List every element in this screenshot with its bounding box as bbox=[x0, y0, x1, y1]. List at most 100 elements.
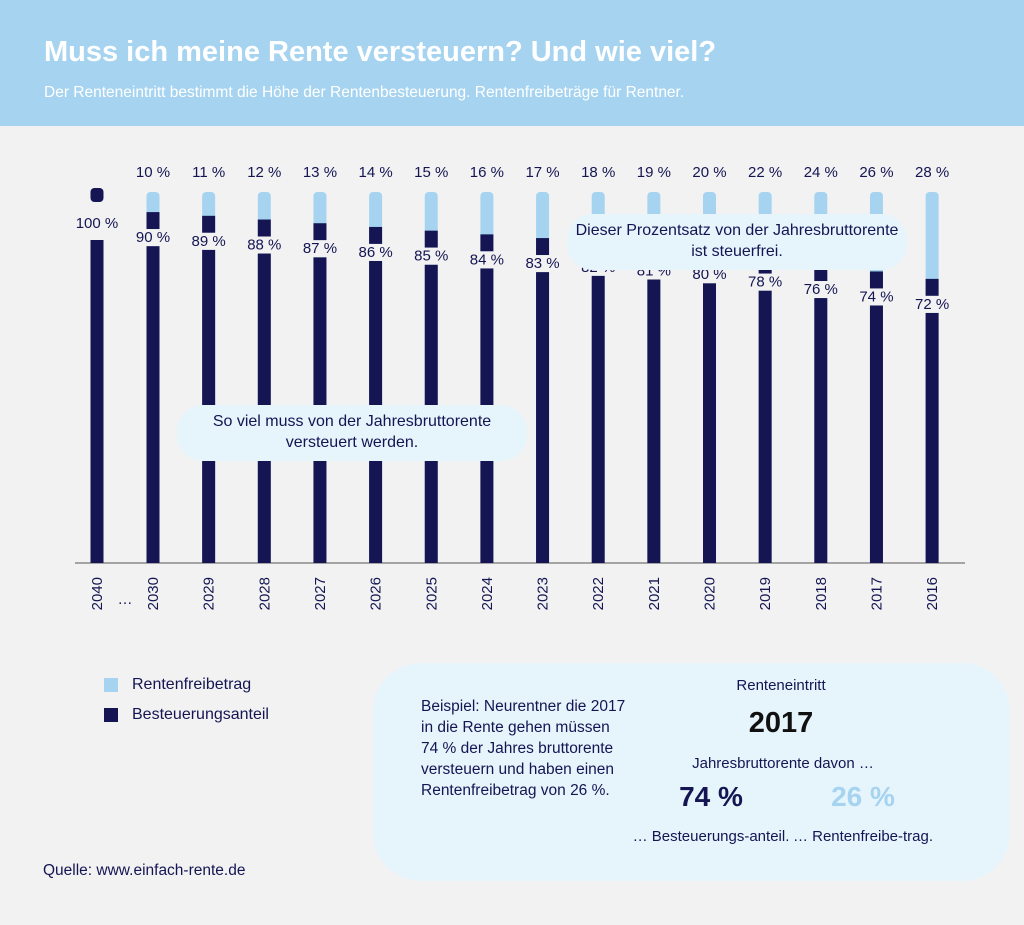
bar-label-gap-2025 bbox=[423, 247, 439, 265]
tick-label-2016: 2016 bbox=[924, 577, 941, 610]
bar-besteuerung-2030 bbox=[146, 246, 160, 563]
bar-besteuerung-2017 bbox=[869, 305, 883, 563]
tax-caption: … Besteuerungs-anteil. bbox=[632, 828, 790, 845]
example-panel: Beispiel: Neurentner die 2017 in die Ren… bbox=[373, 663, 1010, 881]
label-besteuerung-2028: 88 % bbox=[247, 237, 281, 254]
bar-label-gap-2020 bbox=[702, 266, 717, 284]
bar-marker-2027 bbox=[313, 223, 327, 241]
label-freibetrag-2025: 15 % bbox=[414, 164, 448, 181]
tick-label-2029: 2029 bbox=[201, 577, 218, 610]
bar-label-gap-2026 bbox=[368, 243, 384, 261]
legend-label-besteuerung: Besteuerungsanteil bbox=[132, 706, 269, 723]
legend-swatch-freibetrag bbox=[104, 678, 118, 692]
bar-label-gap-2017 bbox=[868, 288, 884, 306]
bar-marker-2023 bbox=[536, 238, 550, 256]
bar-marker-2024 bbox=[480, 234, 494, 252]
bar-label-gap-2028 bbox=[256, 236, 272, 254]
callout-besteuerung-text: So viel muss von der Jahresbruttorente v… bbox=[212, 413, 492, 451]
label-freibetrag-2020: 20 % bbox=[692, 164, 726, 181]
bar-marker-2029 bbox=[202, 215, 216, 233]
bar-besteuerung-2022 bbox=[591, 275, 605, 563]
tick-label-2022: 2022 bbox=[590, 577, 607, 610]
label-freibetrag-2018: 24 % bbox=[804, 164, 838, 181]
tick-label-2030: 2030 bbox=[145, 577, 162, 610]
free-percent: 26 % bbox=[831, 781, 895, 812]
bar-label-gap-2024 bbox=[479, 251, 495, 269]
entry-year: 2017 bbox=[748, 707, 814, 739]
bar-label-gap-2027 bbox=[312, 240, 328, 258]
example-text: Beispiel: Neurentner die 2017 in die Ren… bbox=[421, 698, 626, 799]
label-besteuerung-2040: 100 % bbox=[76, 215, 119, 232]
bar-besteuerung-2016 bbox=[925, 312, 939, 563]
page-title: Muss ich meine Rente versteuern? Und wie… bbox=[44, 36, 717, 68]
bar-label-gap-2029 bbox=[201, 232, 217, 250]
label-besteuerung-2027: 87 % bbox=[303, 240, 337, 257]
tick-label-2019: 2019 bbox=[757, 577, 774, 610]
label-freibetrag-2022: 18 % bbox=[581, 164, 615, 181]
bar-marker-2028 bbox=[257, 219, 271, 237]
tick-label-2026: 2026 bbox=[368, 577, 385, 610]
label-freibetrag-2023: 17 % bbox=[525, 164, 559, 181]
tick-label-2023: 2023 bbox=[535, 577, 552, 610]
bar-besteuerung-2018 bbox=[814, 298, 828, 563]
bar-besteuerung-2020 bbox=[703, 283, 716, 563]
tax-percent: 74 % bbox=[679, 781, 743, 812]
callout-freibetrag-text: Dieser Prozentsatz von der Jahresbruttor… bbox=[575, 222, 899, 260]
legend-item-besteuerung: Besteuerungsanteil bbox=[104, 705, 269, 725]
bar-marker-2016 bbox=[925, 278, 939, 296]
tick-label-2025: 2025 bbox=[423, 577, 440, 610]
label-besteuerung-2017: 74 % bbox=[859, 288, 893, 305]
entry-label: Renteneintritt bbox=[736, 677, 826, 694]
tick-label-2024: 2024 bbox=[479, 577, 496, 610]
bar-marker-2017 bbox=[869, 271, 883, 289]
bar-marker-2025 bbox=[424, 230, 438, 248]
tick-label-2040: 2040 bbox=[89, 577, 106, 610]
bar-cap-2040 bbox=[90, 188, 104, 202]
callout-freibetrag: Dieser Prozentsatz von der Jahresbruttor… bbox=[567, 214, 907, 270]
label-freibetrag-2024: 16 % bbox=[470, 164, 504, 181]
legend-swatch-besteuerung bbox=[104, 708, 118, 722]
label-besteuerung-2025: 85 % bbox=[414, 248, 448, 265]
label-besteuerung-2030: 90 % bbox=[136, 229, 170, 246]
page-subtitle: Der Renteneintritt bestimmt die Höhe der… bbox=[44, 84, 685, 101]
bar-besteuerung-2021 bbox=[647, 279, 661, 563]
source-note: Quelle: www.einfach-rente.de bbox=[43, 862, 246, 879]
bar-besteuerung-2023 bbox=[536, 272, 550, 563]
tick-label-2020: 2020 bbox=[702, 577, 719, 610]
label-besteuerung-2023: 83 % bbox=[525, 255, 559, 272]
label-freibetrag-2030: 10 % bbox=[136, 164, 170, 181]
free-caption: … Rentenfreibe-trag. bbox=[792, 828, 934, 845]
label-besteuerung-2029: 89 % bbox=[192, 233, 226, 250]
label-besteuerung-2020: 80 % bbox=[692, 266, 726, 283]
label-freibetrag-2017: 26 % bbox=[859, 164, 893, 181]
label-freibetrag-2019: 22 % bbox=[748, 164, 782, 181]
label-besteuerung-2019: 78 % bbox=[748, 274, 782, 291]
tick-label-2021: 2021 bbox=[646, 577, 663, 610]
callout-besteuerung: So viel muss von der Jahresbruttorente v… bbox=[177, 405, 527, 461]
bar-label-gap-2019 bbox=[757, 273, 773, 291]
tick-label-2018: 2018 bbox=[813, 577, 830, 610]
label-besteuerung-2018: 76 % bbox=[804, 281, 838, 298]
axis-gap-marker: … bbox=[118, 591, 133, 608]
label-freibetrag-2027: 13 % bbox=[303, 164, 337, 181]
label-freibetrag-2029: 11 % bbox=[192, 164, 225, 181]
label-besteuerung-2026: 86 % bbox=[358, 244, 392, 261]
bar-label-gap-2018 bbox=[813, 281, 829, 299]
tick-label-2017: 2017 bbox=[868, 577, 885, 610]
label-besteuerung-2016: 72 % bbox=[915, 296, 949, 313]
tick-label-2027: 2027 bbox=[312, 577, 329, 610]
label-freibetrag-2028: 12 % bbox=[247, 164, 281, 181]
bar-marker-2030 bbox=[146, 212, 160, 230]
label-freibetrag-2026: 14 % bbox=[358, 164, 392, 181]
bar-label-gap-2016 bbox=[924, 295, 940, 313]
label-freibetrag-2021: 19 % bbox=[637, 164, 671, 181]
davon-label: Jahresbruttorente davon … bbox=[692, 755, 874, 772]
legend-label-freibetrag: Rentenfreibetrag bbox=[132, 676, 252, 693]
tick-label-2028: 2028 bbox=[256, 577, 273, 610]
bar-marker-2026 bbox=[369, 226, 383, 244]
header-banner: Muss ich meine Rente versteuern? Und wie… bbox=[0, 0, 1024, 126]
legend-item-freibetrag: Rentenfreibetrag bbox=[104, 675, 269, 695]
bar-besteuerung-2019 bbox=[758, 290, 772, 563]
bar-besteuerung-2040 bbox=[90, 240, 104, 563]
bar-label-gap-2030 bbox=[145, 229, 161, 247]
